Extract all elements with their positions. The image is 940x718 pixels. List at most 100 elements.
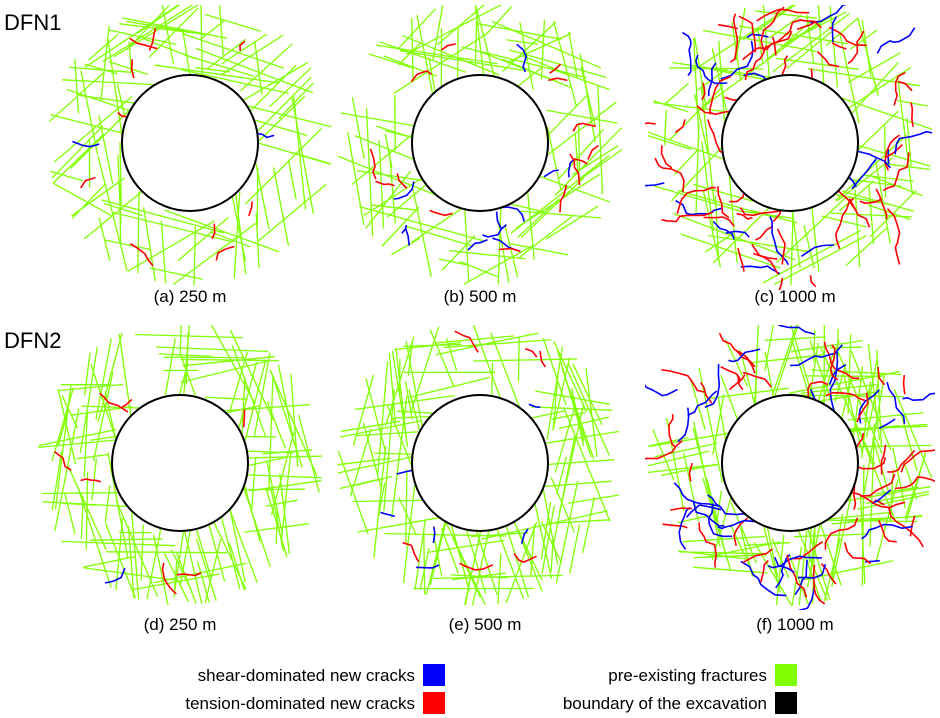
pre-existing-fracture bbox=[178, 217, 229, 261]
pre-existing-fracture bbox=[449, 250, 526, 260]
pre-existing-fracture bbox=[400, 50, 524, 71]
pre-existing-fracture bbox=[569, 524, 581, 574]
pre-existing-fracture bbox=[391, 395, 408, 519]
tension-crack bbox=[53, 450, 72, 471]
pre-existing-fracture bbox=[843, 374, 863, 454]
pre-existing-fracture bbox=[701, 141, 714, 231]
tension-crack bbox=[717, 23, 738, 30]
pre-existing-fracture bbox=[432, 574, 563, 580]
panel-c bbox=[645, 5, 935, 290]
pre-existing-fracture bbox=[847, 52, 901, 83]
tension-crack bbox=[720, 365, 741, 383]
shear-crack bbox=[740, 560, 787, 597]
panel-f bbox=[645, 325, 935, 610]
pre-existing-fracture bbox=[240, 43, 293, 92]
pre-existing-fracture bbox=[906, 117, 912, 167]
pre-existing-fracture bbox=[173, 223, 256, 285]
tension-crack bbox=[660, 145, 673, 169]
tension-crack bbox=[120, 398, 133, 409]
pre-existing-fracture bbox=[693, 566, 769, 574]
pre-existing-fracture bbox=[459, 261, 499, 278]
tension-crack bbox=[728, 374, 746, 391]
caption-c: (c) 1000 m bbox=[754, 287, 836, 306]
pre-existing-fracture bbox=[750, 354, 825, 364]
pre-existing-fracture bbox=[258, 183, 327, 242]
shear-crack bbox=[775, 554, 791, 589]
pre-existing-fracture bbox=[38, 439, 116, 449]
pre-existing-fracture bbox=[506, 32, 572, 64]
tension-crack bbox=[733, 517, 749, 546]
pre-existing-fracture bbox=[774, 325, 799, 397]
tension-crack bbox=[440, 43, 456, 51]
tension-crack bbox=[823, 341, 860, 380]
pre-existing-fracture bbox=[357, 514, 455, 533]
pre-existing-fracture bbox=[158, 353, 213, 358]
pre-existing-fracture bbox=[410, 326, 440, 414]
excavation-boundary bbox=[721, 394, 859, 532]
pre-existing-fracture bbox=[385, 130, 417, 140]
tension-crack bbox=[736, 212, 753, 220]
pre-existing-fracture bbox=[804, 560, 894, 581]
pre-existing-fracture bbox=[84, 63, 118, 75]
pre-existing-fracture bbox=[152, 534, 169, 606]
pre-existing-fracture bbox=[351, 97, 365, 159]
tension-crack bbox=[778, 277, 784, 290]
shear-crack bbox=[871, 489, 892, 505]
pre-existing-fracture bbox=[340, 420, 401, 432]
pre-existing-fracture bbox=[398, 497, 417, 534]
pre-existing-fracture bbox=[696, 34, 803, 112]
pre-existing-fracture bbox=[76, 453, 109, 460]
pre-existing-fracture bbox=[551, 411, 586, 420]
pre-existing-fracture bbox=[706, 478, 728, 560]
pre-existing-fracture bbox=[664, 82, 689, 105]
pre-existing-fracture bbox=[714, 196, 720, 261]
pre-existing-fracture bbox=[279, 473, 291, 555]
shear-crack bbox=[645, 182, 665, 187]
pre-existing-fracture bbox=[119, 141, 122, 205]
tension-crack bbox=[738, 15, 757, 53]
pre-existing-fracture bbox=[467, 332, 539, 348]
shear-crack bbox=[677, 407, 690, 443]
pre-existing-fracture bbox=[269, 67, 312, 108]
shear-crack bbox=[72, 140, 100, 148]
tension-crack bbox=[887, 449, 916, 473]
shear-crack bbox=[720, 40, 754, 80]
pre-existing-fracture bbox=[54, 384, 72, 509]
tension-crack bbox=[878, 519, 897, 543]
shear-crack bbox=[467, 238, 488, 251]
pre-existing-fracture bbox=[558, 416, 609, 430]
fracture-map-d bbox=[38, 325, 323, 606]
tension-crack bbox=[829, 344, 839, 381]
pre-existing-fracture bbox=[117, 83, 126, 117]
pre-existing-fracture bbox=[52, 133, 104, 184]
pre-existing-fracture bbox=[577, 148, 623, 182]
pre-existing-fracture bbox=[652, 429, 675, 481]
tension-crack bbox=[736, 350, 756, 368]
pre-existing-fracture bbox=[835, 134, 907, 202]
pre-existing-fracture bbox=[196, 538, 217, 601]
pre-existing-fracture bbox=[219, 404, 311, 412]
pre-existing-fracture bbox=[182, 356, 275, 367]
pre-existing-fracture bbox=[194, 524, 212, 579]
tension-crack bbox=[161, 562, 177, 595]
pre-existing-fracture bbox=[88, 34, 119, 61]
shear-crack bbox=[810, 5, 848, 24]
shear-crack bbox=[516, 43, 527, 73]
pre-existing-fracture bbox=[221, 33, 267, 65]
tension-crack bbox=[812, 564, 826, 605]
shear-crack bbox=[432, 526, 436, 544]
pre-existing-fracture bbox=[105, 239, 150, 250]
pre-existing-fracture bbox=[102, 5, 194, 62]
shear-crack bbox=[797, 564, 827, 579]
pre-existing-fracture bbox=[903, 460, 918, 500]
pre-existing-fracture bbox=[474, 19, 478, 66]
pre-existing-fracture bbox=[897, 99, 928, 107]
pre-existing-fracture bbox=[402, 35, 500, 76]
tension-crack bbox=[654, 157, 685, 193]
pre-existing-fracture bbox=[61, 395, 78, 429]
tension-crack bbox=[549, 63, 562, 74]
pre-existing-fracture bbox=[764, 336, 826, 341]
shear-crack bbox=[675, 200, 722, 216]
tension-crack bbox=[744, 45, 768, 81]
pre-existing-fracture bbox=[827, 192, 890, 205]
